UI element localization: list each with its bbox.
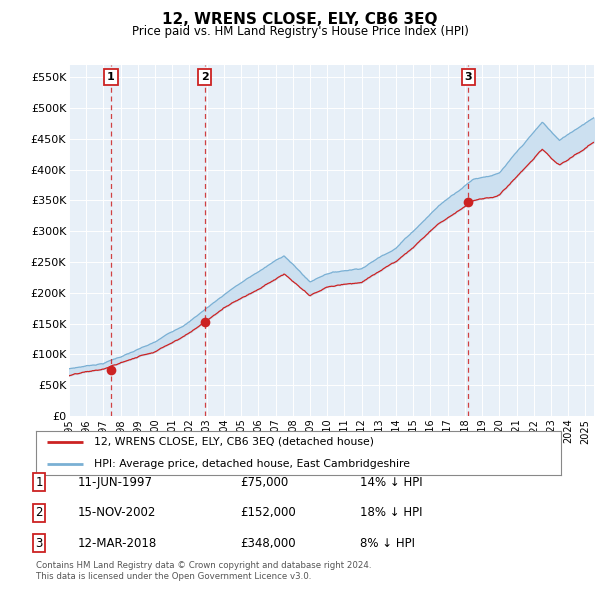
- Text: 2: 2: [201, 72, 209, 82]
- Text: £75,000: £75,000: [240, 476, 288, 489]
- Text: 14% ↓ HPI: 14% ↓ HPI: [360, 476, 422, 489]
- Text: 12-MAR-2018: 12-MAR-2018: [78, 537, 157, 550]
- Text: 11-JUN-1997: 11-JUN-1997: [78, 476, 153, 489]
- Text: Contains HM Land Registry data © Crown copyright and database right 2024.
This d: Contains HM Land Registry data © Crown c…: [36, 561, 371, 581]
- Text: HPI: Average price, detached house, East Cambridgeshire: HPI: Average price, detached house, East…: [94, 459, 410, 469]
- Text: 12, WRENS CLOSE, ELY, CB6 3EQ: 12, WRENS CLOSE, ELY, CB6 3EQ: [162, 12, 438, 27]
- Text: Price paid vs. HM Land Registry's House Price Index (HPI): Price paid vs. HM Land Registry's House …: [131, 25, 469, 38]
- Text: 12, WRENS CLOSE, ELY, CB6 3EQ (detached house): 12, WRENS CLOSE, ELY, CB6 3EQ (detached …: [94, 437, 374, 447]
- Text: £348,000: £348,000: [240, 537, 296, 550]
- Text: 2: 2: [35, 506, 43, 519]
- Text: 3: 3: [35, 537, 43, 550]
- Text: 1: 1: [35, 476, 43, 489]
- Text: 1: 1: [107, 72, 115, 82]
- Text: £152,000: £152,000: [240, 506, 296, 519]
- Text: 15-NOV-2002: 15-NOV-2002: [78, 506, 157, 519]
- Text: 8% ↓ HPI: 8% ↓ HPI: [360, 537, 415, 550]
- Text: 3: 3: [464, 72, 472, 82]
- Text: 18% ↓ HPI: 18% ↓ HPI: [360, 506, 422, 519]
